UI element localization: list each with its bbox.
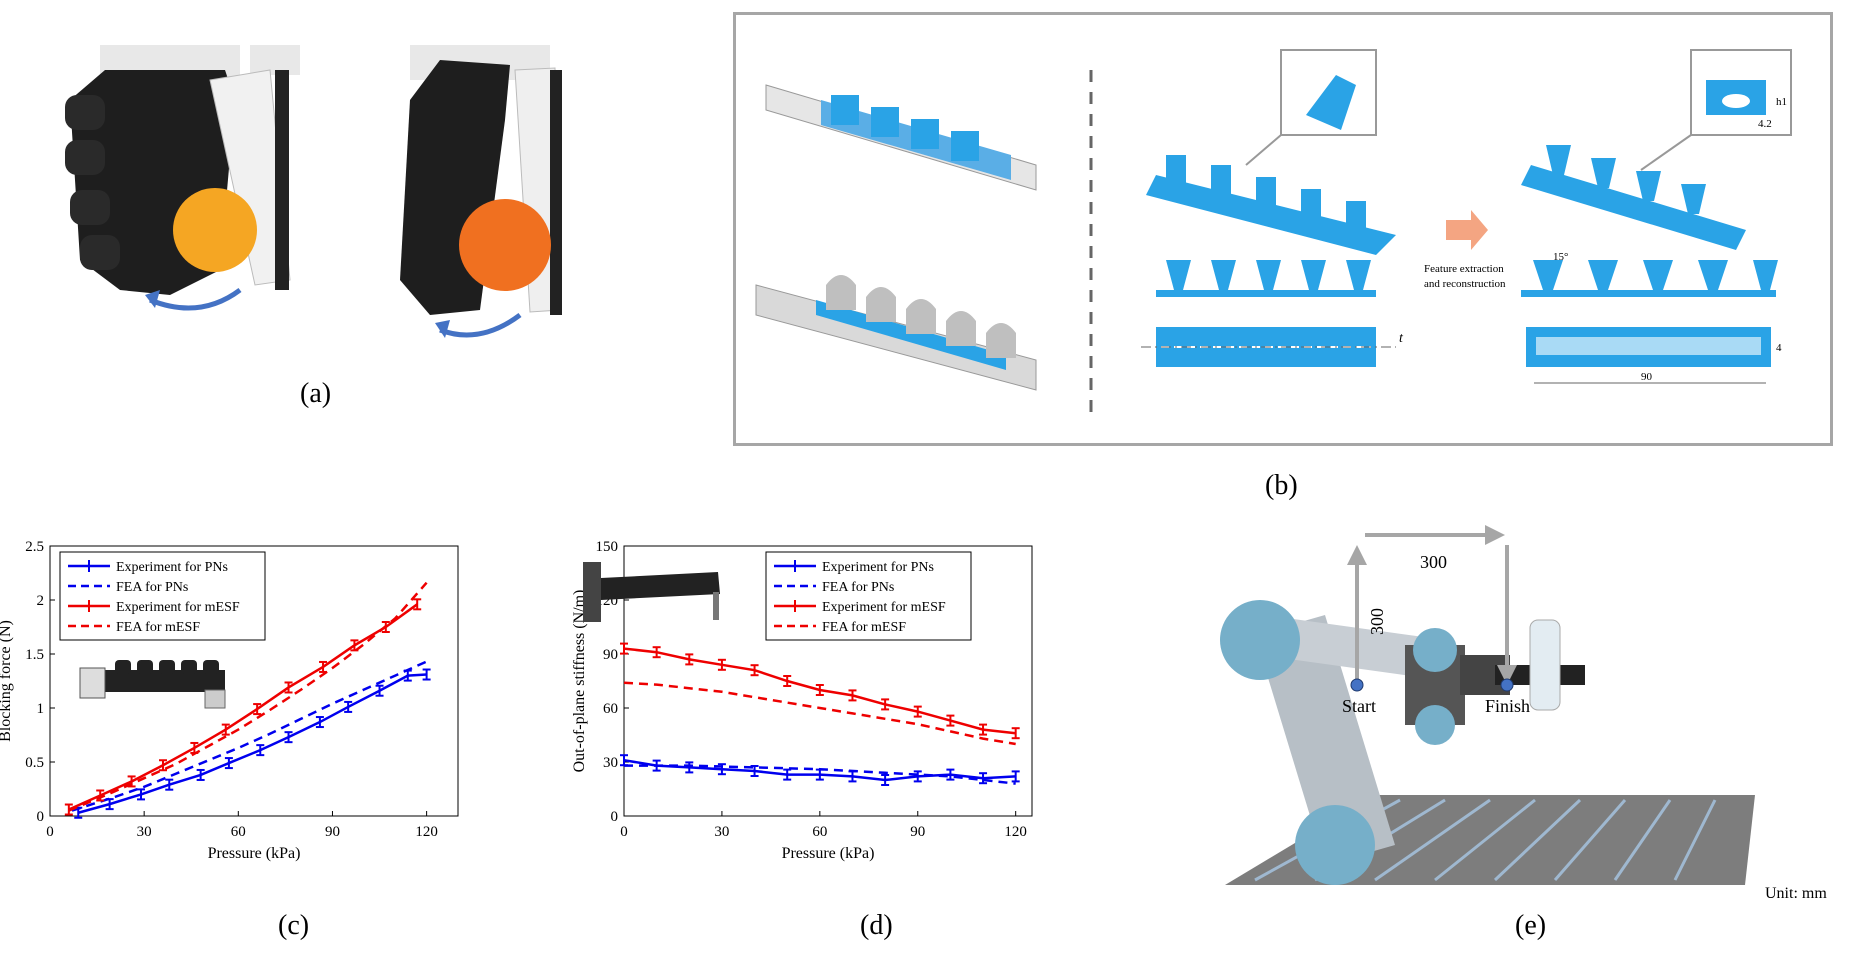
legend-entry: FEA for PNs — [116, 580, 188, 595]
panel-label-b: (b) — [1265, 470, 1298, 501]
y-axis-label: Blocking force (N) — [0, 620, 14, 742]
panel-label-d: (d) — [860, 910, 893, 941]
dim-90: 90 — [1641, 371, 1653, 383]
dim-vertical: 300 — [1367, 608, 1387, 635]
inset-gripper-arm — [601, 572, 720, 600]
x-tick-label: 30 — [137, 824, 152, 840]
legend-entry: FEA for PNs — [822, 580, 894, 595]
inset-gripper-weight — [713, 592, 719, 620]
dim-h1: h1 — [1776, 96, 1787, 108]
series-line — [623, 681, 1016, 746]
inset-gripper-d — [583, 562, 720, 622]
inset-gripper-chamber — [181, 660, 197, 674]
x-axis-label: Pressure (kPa) — [782, 845, 875, 862]
angle-label: 15° — [1553, 251, 1568, 263]
dim-4: 4 — [1776, 342, 1782, 354]
peach-left — [173, 188, 257, 272]
inset-gripper-base — [79, 667, 106, 699]
panel-b-drawings: t Feature extraction and reconstruction … — [755, 49, 1792, 415]
inset-gripper-chamber — [137, 660, 153, 674]
y-axis-label: Out-of-plane stiffness (N/m) — [571, 590, 588, 773]
series-line — [71, 660, 428, 812]
x-tick-label: 0 — [620, 824, 628, 840]
plot-frame — [623, 545, 1033, 817]
gripper-illustration — [65, 45, 562, 338]
x-axis-label: Pressure (kPa) — [208, 845, 301, 862]
y-tick-label: 2.5 — [25, 539, 44, 555]
legend-entry: Experiment for mESF — [116, 600, 240, 615]
y-tick-label: 0 — [611, 809, 619, 825]
inset-gripper-chamber — [115, 660, 131, 674]
dim-horizontal: 300 — [1420, 552, 1447, 572]
x-tick-label: 120 — [415, 824, 438, 840]
y-tick-label: 1 — [37, 701, 45, 717]
y-tick-label: 2 — [37, 593, 45, 609]
unit-label: Unit: mm — [1765, 885, 1827, 902]
inset-gripper-chamber — [159, 660, 175, 674]
robot-setup: 300 300 Start Finish Unit: mm — [1220, 525, 1827, 902]
robot-arm — [1220, 600, 1585, 885]
panel-b-box: t Feature extraction and reconstruction … — [733, 12, 1833, 446]
legend-entry: Experiment for PNs — [822, 560, 934, 575]
x-tick-label: 60 — [231, 824, 246, 840]
panel-label-a: (a) — [300, 378, 332, 409]
x-tick-label: 60 — [812, 824, 827, 840]
legend-entry: FEA for mESF — [116, 620, 200, 635]
y-tick-label: 60 — [603, 701, 618, 717]
dim-42: 4.2 — [1758, 118, 1772, 130]
feature-text-1: Feature extraction — [1424, 263, 1504, 275]
skeleton-original — [1141, 49, 1396, 367]
y-tick-label: 0.5 — [25, 755, 44, 771]
panel-e: 300 300 Start Finish Unit: mm — [1195, 505, 1849, 905]
mold-top — [765, 84, 1037, 191]
x-tick-label: 30 — [714, 824, 729, 840]
y-tick-label: 150 — [596, 539, 619, 555]
start-label: Start — [1342, 696, 1376, 716]
x-tick-label: 120 — [1004, 824, 1026, 840]
inset-gripper-body — [85, 670, 225, 692]
y-tick-label: 30 — [603, 755, 618, 771]
y-tick-label: 0 — [37, 809, 45, 825]
x-tick-label: 90 — [910, 824, 925, 840]
y-tick-label: 90 — [603, 647, 618, 663]
dim-t: t — [1399, 331, 1404, 346]
panel-label-c: (c) — [278, 910, 310, 941]
gripper-right — [400, 45, 562, 338]
feature-text-2: and reconstruction — [1424, 278, 1506, 290]
panel-a-photo — [60, 40, 640, 370]
start-point — [1350, 678, 1364, 692]
finish-point — [1500, 678, 1514, 692]
x-tick-label: 90 — [325, 824, 340, 840]
legend-entry: FEA for mESF — [822, 620, 906, 635]
gripper-left — [65, 45, 300, 311]
legend-entry: Experiment for mESF — [822, 600, 946, 615]
mold-bottom — [755, 275, 1037, 391]
series-line — [68, 603, 418, 811]
inset-gripper-weight — [204, 689, 226, 709]
inset-gripper-clamp — [583, 562, 601, 622]
inset-gripper-c — [79, 660, 226, 709]
inset-gripper-chamber — [203, 660, 219, 674]
series-line — [624, 764, 1016, 785]
plot-frame — [49, 545, 459, 817]
skeleton-reconstructed — [1521, 49, 1792, 384]
y-tick-label: 1.5 — [25, 647, 44, 663]
x-tick-label: 0 — [46, 824, 54, 840]
series-line — [68, 581, 428, 812]
legend-entry: Experiment for PNs — [116, 560, 228, 575]
chart-blocking-force: 0 30 60 90 120 0 0.5 1 1.5 2 2.5 Pressure (kPa) Bloc… — [0, 539, 459, 862]
finish-label: Finish — [1485, 696, 1530, 716]
panel-label-e: (e) — [1515, 910, 1547, 941]
feature-arrow — [1446, 210, 1488, 250]
peach-right — [459, 199, 551, 291]
